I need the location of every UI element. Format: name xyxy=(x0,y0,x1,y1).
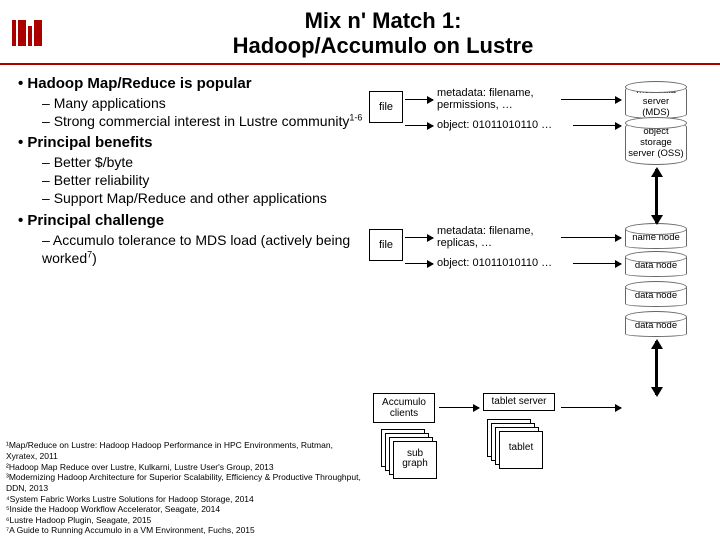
bullet-1-sub-1: Many applications xyxy=(42,94,363,112)
vert-arrow-2 xyxy=(655,341,658,395)
obj-text-2: object: 01011010110 … xyxy=(437,257,577,269)
acc-clients-box: Accumulo clients xyxy=(373,393,435,423)
content: Hadoop Map/Reduce is popular Many applic… xyxy=(0,65,720,267)
datanode-cyl-3: data node xyxy=(625,315,687,337)
mds-cyl: metadata server (MDS) xyxy=(625,85,687,119)
footnote-2: ²Hadoop Map Reduce over Lustre, Kulkarni… xyxy=(6,462,366,473)
arrow-obj-2 xyxy=(405,263,433,264)
arrow-to-datanode-bottom xyxy=(561,407,621,408)
left-column: Hadoop Map/Reduce is popular Many applic… xyxy=(18,71,363,267)
bullet-2-sub-3: Support Map/Reduce and other application… xyxy=(42,189,363,207)
file-box-1: file xyxy=(369,91,403,123)
arrow-to-datanode-1 xyxy=(573,263,621,264)
right-column: file metadata: filename, permissions, … … xyxy=(363,71,708,267)
vert-arrow-1 xyxy=(655,169,658,223)
arrow-to-mds xyxy=(561,99,621,100)
subgraph-label: sub graph xyxy=(393,449,437,469)
footnote-1: ¹Map/Reduce on Lustre: Hadoop Hadoop Per… xyxy=(6,440,366,461)
obj-text-1: object: 01011010110 … xyxy=(437,119,577,131)
datanode-cyl-2: data node xyxy=(625,285,687,307)
arrow-to-oss xyxy=(573,125,621,126)
header: Mix n' Match 1: Hadoop/Accumulo on Lustr… xyxy=(0,0,720,65)
footnote-5: ⁵Inside the Hadoop Workflow Accelerator,… xyxy=(6,504,366,515)
bullet-1: Hadoop Map/Reduce is popular xyxy=(18,75,363,92)
footnote-7: ⁷A Guide to Running Accumulo in a VM Env… xyxy=(6,525,366,536)
datanode-cyl-1: data node xyxy=(625,255,687,277)
meta-text-1: metadata: filename, permissions, … xyxy=(437,87,557,111)
bullet-2: Principal benefits xyxy=(18,134,363,151)
bullet-2-sub-1: Better $/byte xyxy=(42,153,363,171)
tablet-label: tablet xyxy=(499,443,543,453)
footnote-6: ⁶Lustre Hadoop Plugin, Seagate, 2015 xyxy=(6,515,366,526)
oss-cyl: object storage server (OSS) xyxy=(625,121,687,165)
footnote-4: ⁴System Fabric Works Lustre Solutions fo… xyxy=(6,494,366,505)
title-line-1: Mix n' Match 1: xyxy=(58,8,708,33)
tabletserver-box: tablet server xyxy=(483,393,555,411)
meta-text-2: metadata: filename, replicas, … xyxy=(437,225,557,249)
title-line-2: Hadoop/Accumulo on Lustre xyxy=(58,33,708,58)
arrow-obj-1 xyxy=(405,125,433,126)
mit-logo xyxy=(12,20,42,46)
bullet-2-sub-2: Better reliability xyxy=(42,171,363,189)
bullet-1-sub-2: Strong commercial interest in Lustre com… xyxy=(42,112,363,130)
bullet-1-sub-2-sup: 1-6 xyxy=(349,112,362,122)
namenode-cyl: name node xyxy=(625,227,687,249)
file-box-2: file xyxy=(369,229,403,261)
bullet-3: Principal challenge xyxy=(18,212,363,229)
bullet-3-sub-1-close: ) xyxy=(92,250,97,266)
arrow-meta-2 xyxy=(405,237,433,238)
arrow-meta-1 xyxy=(405,99,433,100)
footnotes: ¹Map/Reduce on Lustre: Hadoop Hadoop Per… xyxy=(6,440,366,536)
footnote-3: ³Modernizing Hadoop Architecture for Sup… xyxy=(6,472,366,493)
bullet-3-sub-1: Accumulo tolerance to MDS load (actively… xyxy=(42,231,363,267)
arrow-to-namenode xyxy=(561,237,621,238)
arrow-to-tabletserver xyxy=(439,407,479,408)
title-block: Mix n' Match 1: Hadoop/Accumulo on Lustr… xyxy=(58,8,708,59)
bullet-1-sub-2-text: Strong commercial interest in Lustre com… xyxy=(54,113,350,129)
